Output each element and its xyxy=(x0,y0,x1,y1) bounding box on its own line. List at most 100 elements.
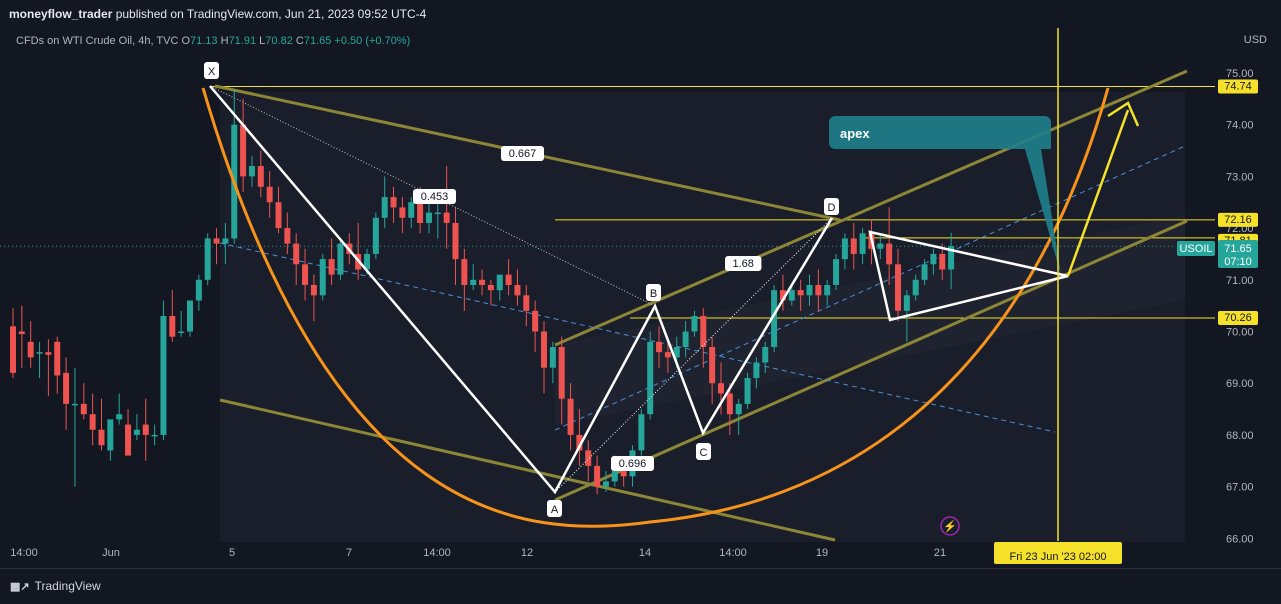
y-tick-label: 75.00 xyxy=(1226,68,1254,80)
candle-body xyxy=(523,295,530,311)
candle-body xyxy=(611,471,618,482)
time-marker-label: Fri 23 Jun '23 02:00 xyxy=(1010,551,1107,563)
candle-body xyxy=(425,212,432,223)
candle-body xyxy=(302,264,309,285)
candle-body xyxy=(496,274,503,291)
x-tick-label: 12 xyxy=(521,547,533,559)
candle-body xyxy=(266,186,273,203)
tradingview-logo-icon: ▩↗ xyxy=(10,580,30,593)
point-label-D-box xyxy=(824,198,839,215)
candle-body xyxy=(63,372,70,404)
point-label-A: A xyxy=(551,504,559,516)
candle-body xyxy=(310,284,317,296)
footer-bar: ▩↗ TradingView xyxy=(0,568,1281,604)
candle-body xyxy=(487,284,494,291)
last-price-value: 71.65 xyxy=(1224,243,1252,255)
candle-body xyxy=(390,197,397,208)
point-label-X-box xyxy=(204,62,219,79)
price-chart[interactable]: apex 0.667 0.453 1.68 0.696 X A B C D ⚡ 75.00 74.00 7… xyxy=(0,0,1281,568)
dashed-trend-up xyxy=(554,145,1186,431)
point-label-C-box xyxy=(696,443,711,460)
candle-body xyxy=(319,259,326,296)
candle-body xyxy=(558,347,565,399)
high-value: 71.91 xyxy=(228,35,257,47)
triangle-pattern xyxy=(868,230,1069,322)
tradingview-brand[interactable]: ▩↗ TradingView xyxy=(10,579,101,593)
last-price-symbol: USOIL xyxy=(1179,243,1212,255)
candle-body xyxy=(461,259,468,285)
candle-body xyxy=(718,383,724,394)
candle-body xyxy=(647,341,654,415)
candle-body xyxy=(18,331,25,335)
x-tick-label: 14:00 xyxy=(423,547,451,559)
event-icon-ring[interactable] xyxy=(940,516,960,536)
candle-body xyxy=(116,414,123,420)
apex-callout xyxy=(829,116,1061,275)
x-tick-label: Jun xyxy=(102,547,120,559)
candle-body xyxy=(859,233,866,254)
last-price-countdown: 07:10 xyxy=(1224,256,1252,268)
candle-body xyxy=(921,264,928,280)
candle-body xyxy=(532,310,539,332)
ratio-label-0696-box xyxy=(611,456,654,471)
candle-body xyxy=(594,465,601,487)
point-label-C: C xyxy=(700,447,708,459)
candle-body xyxy=(399,207,406,218)
symbol-name[interactable]: CFDs on WTI Crude Oil, 4h, TVC xyxy=(16,35,179,47)
last-price-symbol-box xyxy=(1177,241,1215,256)
candle-body xyxy=(541,331,547,368)
candle-body xyxy=(895,264,901,311)
candle-body xyxy=(187,300,193,332)
candle-body xyxy=(656,341,663,353)
candle-body xyxy=(417,202,424,223)
candle-body xyxy=(806,284,813,296)
projection-arrowhead-icon xyxy=(1107,101,1140,127)
candle-body xyxy=(744,378,751,404)
candle-body xyxy=(45,352,52,355)
candle-body xyxy=(248,166,255,177)
ratio-label-0667: 0.667 xyxy=(509,148,537,160)
candle-body xyxy=(664,352,671,358)
candle-body xyxy=(328,259,335,275)
candle-body xyxy=(576,434,583,451)
price-label-74-74: 74.74 xyxy=(1224,80,1252,92)
candle-body xyxy=(779,290,786,301)
candle-body xyxy=(939,253,946,270)
candle-body xyxy=(27,341,34,358)
candle-body xyxy=(160,315,167,435)
y-tick-label: 73.00 xyxy=(1226,171,1254,183)
candle-body xyxy=(762,347,769,363)
x-tick-label: 14 xyxy=(639,547,651,559)
y-tick-label: 67.00 xyxy=(1226,482,1254,494)
candle-body xyxy=(434,212,441,215)
candle-body xyxy=(10,326,16,373)
x-tick-label: 14:00 xyxy=(719,547,747,559)
ratio-label-0667-box xyxy=(501,146,544,161)
x-tick-label: 19 xyxy=(816,547,828,559)
candle-body xyxy=(753,362,760,379)
point-label-D: D xyxy=(828,202,836,214)
y-tick-label: 70.00 xyxy=(1226,327,1254,339)
ratio-label-0453-box xyxy=(413,189,456,204)
candle-body xyxy=(833,259,840,285)
ad-dotted-line xyxy=(554,217,833,493)
bowl-curve xyxy=(201,87,1110,528)
candle-body xyxy=(107,419,114,451)
candle-body xyxy=(479,279,486,285)
xabcd-pattern-line xyxy=(209,85,834,495)
ratio-label-168-box xyxy=(725,256,762,271)
low-value: 70.82 xyxy=(265,35,293,47)
candle-body xyxy=(841,238,848,260)
price-label-70-26-box xyxy=(1218,311,1258,326)
candle-body xyxy=(709,347,716,384)
author-name[interactable]: moneyflow_trader xyxy=(9,7,113,21)
candle-body xyxy=(408,202,415,218)
candle-body xyxy=(372,217,379,254)
candle-body xyxy=(797,290,804,296)
candle-body xyxy=(930,253,937,265)
candle-body xyxy=(195,279,202,301)
candle-body xyxy=(877,243,884,249)
candle-body xyxy=(125,424,132,456)
candle-body xyxy=(912,279,919,296)
point-label-B-box xyxy=(646,284,661,301)
